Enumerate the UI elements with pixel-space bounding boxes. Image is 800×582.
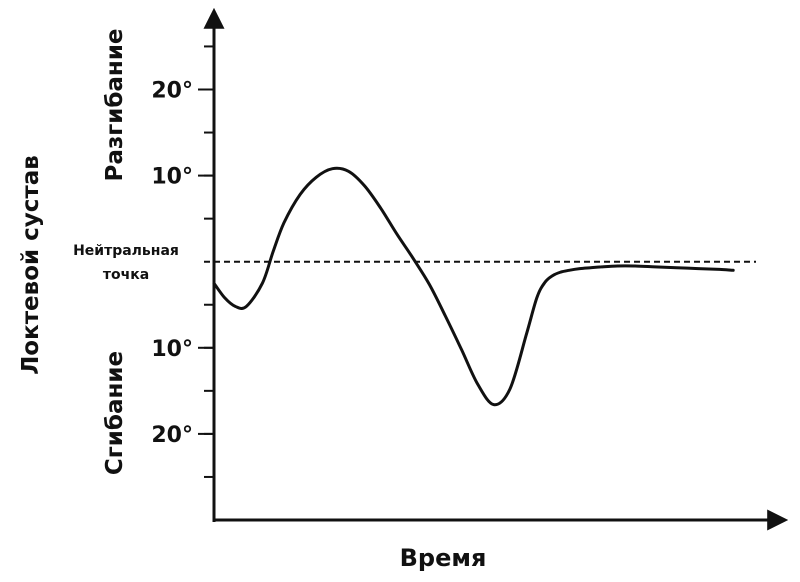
neutral-label-line2: точка <box>103 267 149 283</box>
y-tick-label: 20° <box>151 423 193 448</box>
y-tick-label: 10° <box>151 337 193 362</box>
upper-region-label: Разгибание <box>102 28 128 181</box>
y-axis-label: Локтевой сустав <box>18 155 44 375</box>
lower-region-label: Сгибание <box>102 351 128 475</box>
neutral-label-line1: Нейтральная <box>73 243 179 259</box>
y-tick-label: 10° <box>151 165 193 190</box>
x-axis-label: Время <box>400 544 487 572</box>
series-line-elbow-angle <box>212 166 735 407</box>
y-tick-labels: 20° 10° 10° 20° <box>151 78 214 448</box>
y-tick-label: 20° <box>151 78 193 103</box>
